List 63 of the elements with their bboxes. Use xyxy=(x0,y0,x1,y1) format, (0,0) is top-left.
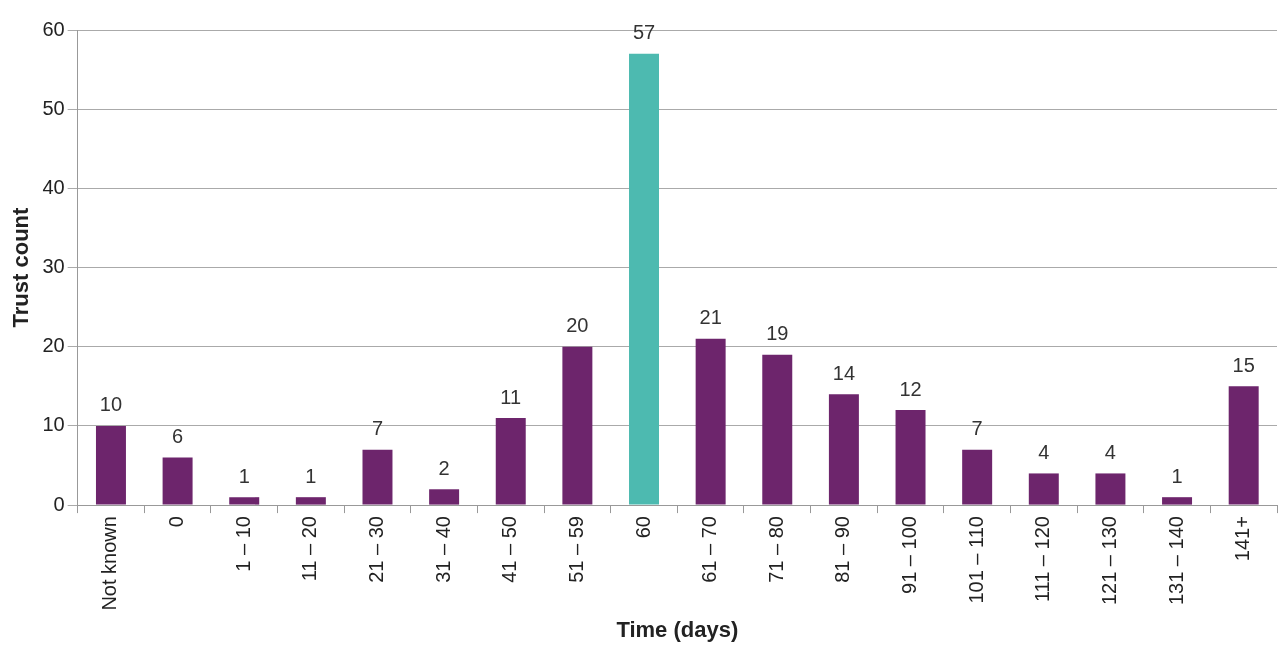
x-tick-label: 71 – 80 xyxy=(764,516,787,583)
data-label: 21 xyxy=(699,306,722,329)
data-label: 15 xyxy=(1232,353,1255,376)
data-label: 1 xyxy=(238,464,250,487)
data-label: 12 xyxy=(899,377,922,400)
data-label: 7 xyxy=(971,417,983,440)
bar xyxy=(1228,386,1259,505)
bar xyxy=(562,346,593,505)
y-tick-label: 60 xyxy=(42,17,65,40)
y-tick-label: 10 xyxy=(42,413,65,436)
x-tick-label: 61 – 70 xyxy=(698,516,721,583)
bar xyxy=(1028,473,1059,505)
x-tick-label: Not known xyxy=(98,516,121,611)
data-label: 2 xyxy=(438,456,450,479)
data-label: 1 xyxy=(305,464,317,487)
y-tick-label: 30 xyxy=(42,255,65,278)
x-tick-label: 31 – 40 xyxy=(431,516,454,583)
data-label: 14 xyxy=(832,361,856,384)
bar xyxy=(629,53,659,505)
x-tick-label: 141+ xyxy=(1231,516,1254,562)
bar xyxy=(95,425,126,505)
data-label: 4 xyxy=(1104,440,1116,463)
data-label: 4 xyxy=(1038,440,1050,463)
y-tick-label: 40 xyxy=(42,175,65,198)
x-tick-label: 60 xyxy=(631,516,654,539)
data-label: 11 xyxy=(500,385,522,408)
x-tick-label: 21 – 30 xyxy=(365,516,387,583)
x-tick-label: 81 – 90 xyxy=(831,516,854,583)
data-label: 19 xyxy=(766,322,789,345)
x-tick-label: 121 – 130 xyxy=(1097,516,1120,606)
bar xyxy=(1162,497,1193,505)
bar xyxy=(362,449,393,505)
bar xyxy=(295,497,326,505)
data-label: 57 xyxy=(632,21,656,44)
bar xyxy=(895,410,926,505)
bar xyxy=(962,449,993,505)
y-tick-label: 50 xyxy=(42,96,65,119)
data-label: 20 xyxy=(566,314,589,337)
data-label: 1 xyxy=(1171,464,1183,487)
bar xyxy=(695,338,726,505)
x-tick-label: 101 – 110 xyxy=(964,516,987,604)
y-tick-label: 20 xyxy=(42,334,65,357)
data-label: 6 xyxy=(172,425,184,448)
bar xyxy=(828,394,859,505)
x-tick-label: 51 – 59 xyxy=(564,516,587,583)
bar xyxy=(1095,473,1126,505)
y-tick-label: 0 xyxy=(53,492,65,515)
bar xyxy=(162,457,193,505)
x-tick-label: 11 – 20 xyxy=(298,516,321,582)
x-tick-label: 111 – 120 xyxy=(1031,516,1054,603)
y-axis-title: Trust count xyxy=(8,207,34,328)
x-tick-label: 1 – 10 xyxy=(231,516,254,572)
x-tick-label: 0 xyxy=(165,516,188,528)
x-tick-label: 131 – 140 xyxy=(1164,516,1187,606)
bar xyxy=(495,418,526,505)
data-label: 7 xyxy=(371,417,384,440)
x-axis-title: Time (days) xyxy=(616,616,739,642)
x-tick-label: 91 – 100 xyxy=(898,516,921,594)
bar xyxy=(429,489,460,505)
data-label: 10 xyxy=(99,393,123,416)
x-tick-label: 41 – 50 xyxy=(498,516,521,583)
bar xyxy=(762,354,793,505)
bar xyxy=(229,497,260,505)
